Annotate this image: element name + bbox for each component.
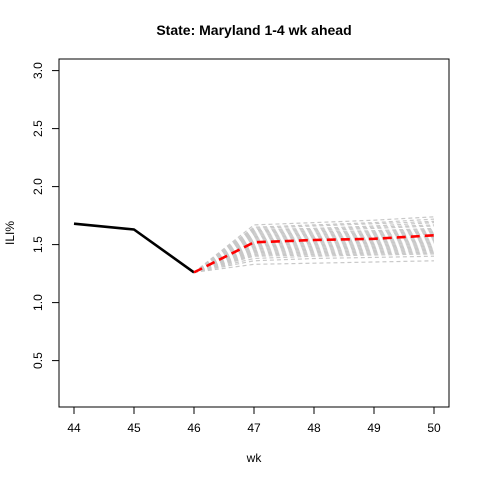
ensemble-trajectory-17 [193, 240, 435, 273]
ensemble-trajectory-26 [193, 251, 435, 273]
ensemble-trajectory-10 [193, 231, 435, 273]
series-lines [73, 222, 435, 274]
y-axis-label: ILI% [3, 221, 17, 245]
ensemble-trajectory-25 [193, 249, 435, 273]
chart-title: State: Maryland 1-4 wk ahead [156, 22, 351, 38]
ensemble-trajectory-9 [193, 230, 435, 273]
x-tick-label-50: 50 [427, 421, 441, 435]
plot-area [73, 216, 435, 274]
observed-line [73, 222, 195, 274]
ensemble-trajectory-2 [193, 218, 435, 273]
y-tick-label-2: 1.5 [31, 236, 45, 253]
x-axis-label: wk [246, 451, 263, 465]
x-tick-label-44: 44 [67, 421, 81, 435]
y-axis: 0.5 1.0 1.5 2.0 2.5 3.0 [31, 62, 60, 369]
ensemble-trajectory-21 [193, 245, 435, 273]
ensemble-trajectory-19 [193, 242, 435, 273]
ensemble-trajectory-11 [193, 232, 435, 273]
x-tick-label-49: 49 [367, 421, 381, 435]
ensemble-trajectory-20 [193, 244, 435, 273]
x-axis: 44 45 46 47 48 49 50 [67, 406, 441, 435]
x-tick-label-45: 45 [127, 421, 141, 435]
ensemble-trajectory-24 [193, 248, 435, 273]
ensemble-trajectory-6 [193, 225, 435, 273]
ensemble-trajectory-27 [193, 252, 435, 273]
x-tick-label-48: 48 [307, 421, 321, 435]
forecast-median-line [193, 234, 435, 274]
ensemble-trajectory-22 [193, 246, 435, 273]
y-tick-label-4: 2.5 [31, 120, 45, 137]
ensemble-trajectory-7 [193, 227, 435, 273]
ensemble-trajectory-18 [193, 241, 435, 273]
x-tick-label-46: 46 [187, 421, 201, 435]
y-tick-label-5: 3.0 [31, 62, 45, 79]
y-tick-label-1: 1.0 [31, 294, 45, 311]
ensemble-trajectory-1 [193, 216, 435, 273]
ensemble-trajectory-4 [193, 222, 435, 273]
y-tick-label-0: 0.5 [31, 352, 45, 369]
ensemble-trajectory-23 [193, 247, 435, 273]
ensemble-trajectory-30 [193, 260, 435, 273]
ensemble-trajectory-8 [193, 228, 435, 273]
y-tick-label-3: 2.0 [31, 178, 45, 195]
x-tick-label-47: 47 [247, 421, 261, 435]
ensemble-trajectory-12 [193, 233, 435, 273]
ensemble-trajectory-28 [193, 253, 435, 273]
ensemble-trajectory-29 [193, 255, 435, 273]
ensemble-trajectory-5 [193, 224, 435, 273]
